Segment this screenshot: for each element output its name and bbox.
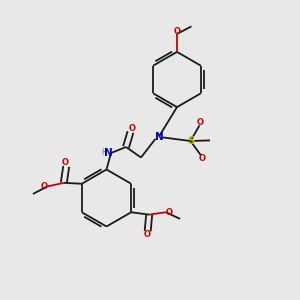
Text: O: O — [128, 124, 136, 133]
Text: O: O — [197, 118, 204, 127]
Text: O: O — [41, 182, 48, 191]
Text: H: H — [101, 148, 107, 157]
Text: N: N — [103, 148, 112, 158]
Text: O: O — [62, 158, 69, 167]
Text: O: O — [173, 27, 181, 36]
Text: O: O — [144, 230, 151, 239]
Text: O: O — [165, 208, 172, 217]
Text: O: O — [198, 154, 206, 163]
Text: N: N — [154, 131, 164, 142]
Text: S: S — [187, 136, 194, 146]
